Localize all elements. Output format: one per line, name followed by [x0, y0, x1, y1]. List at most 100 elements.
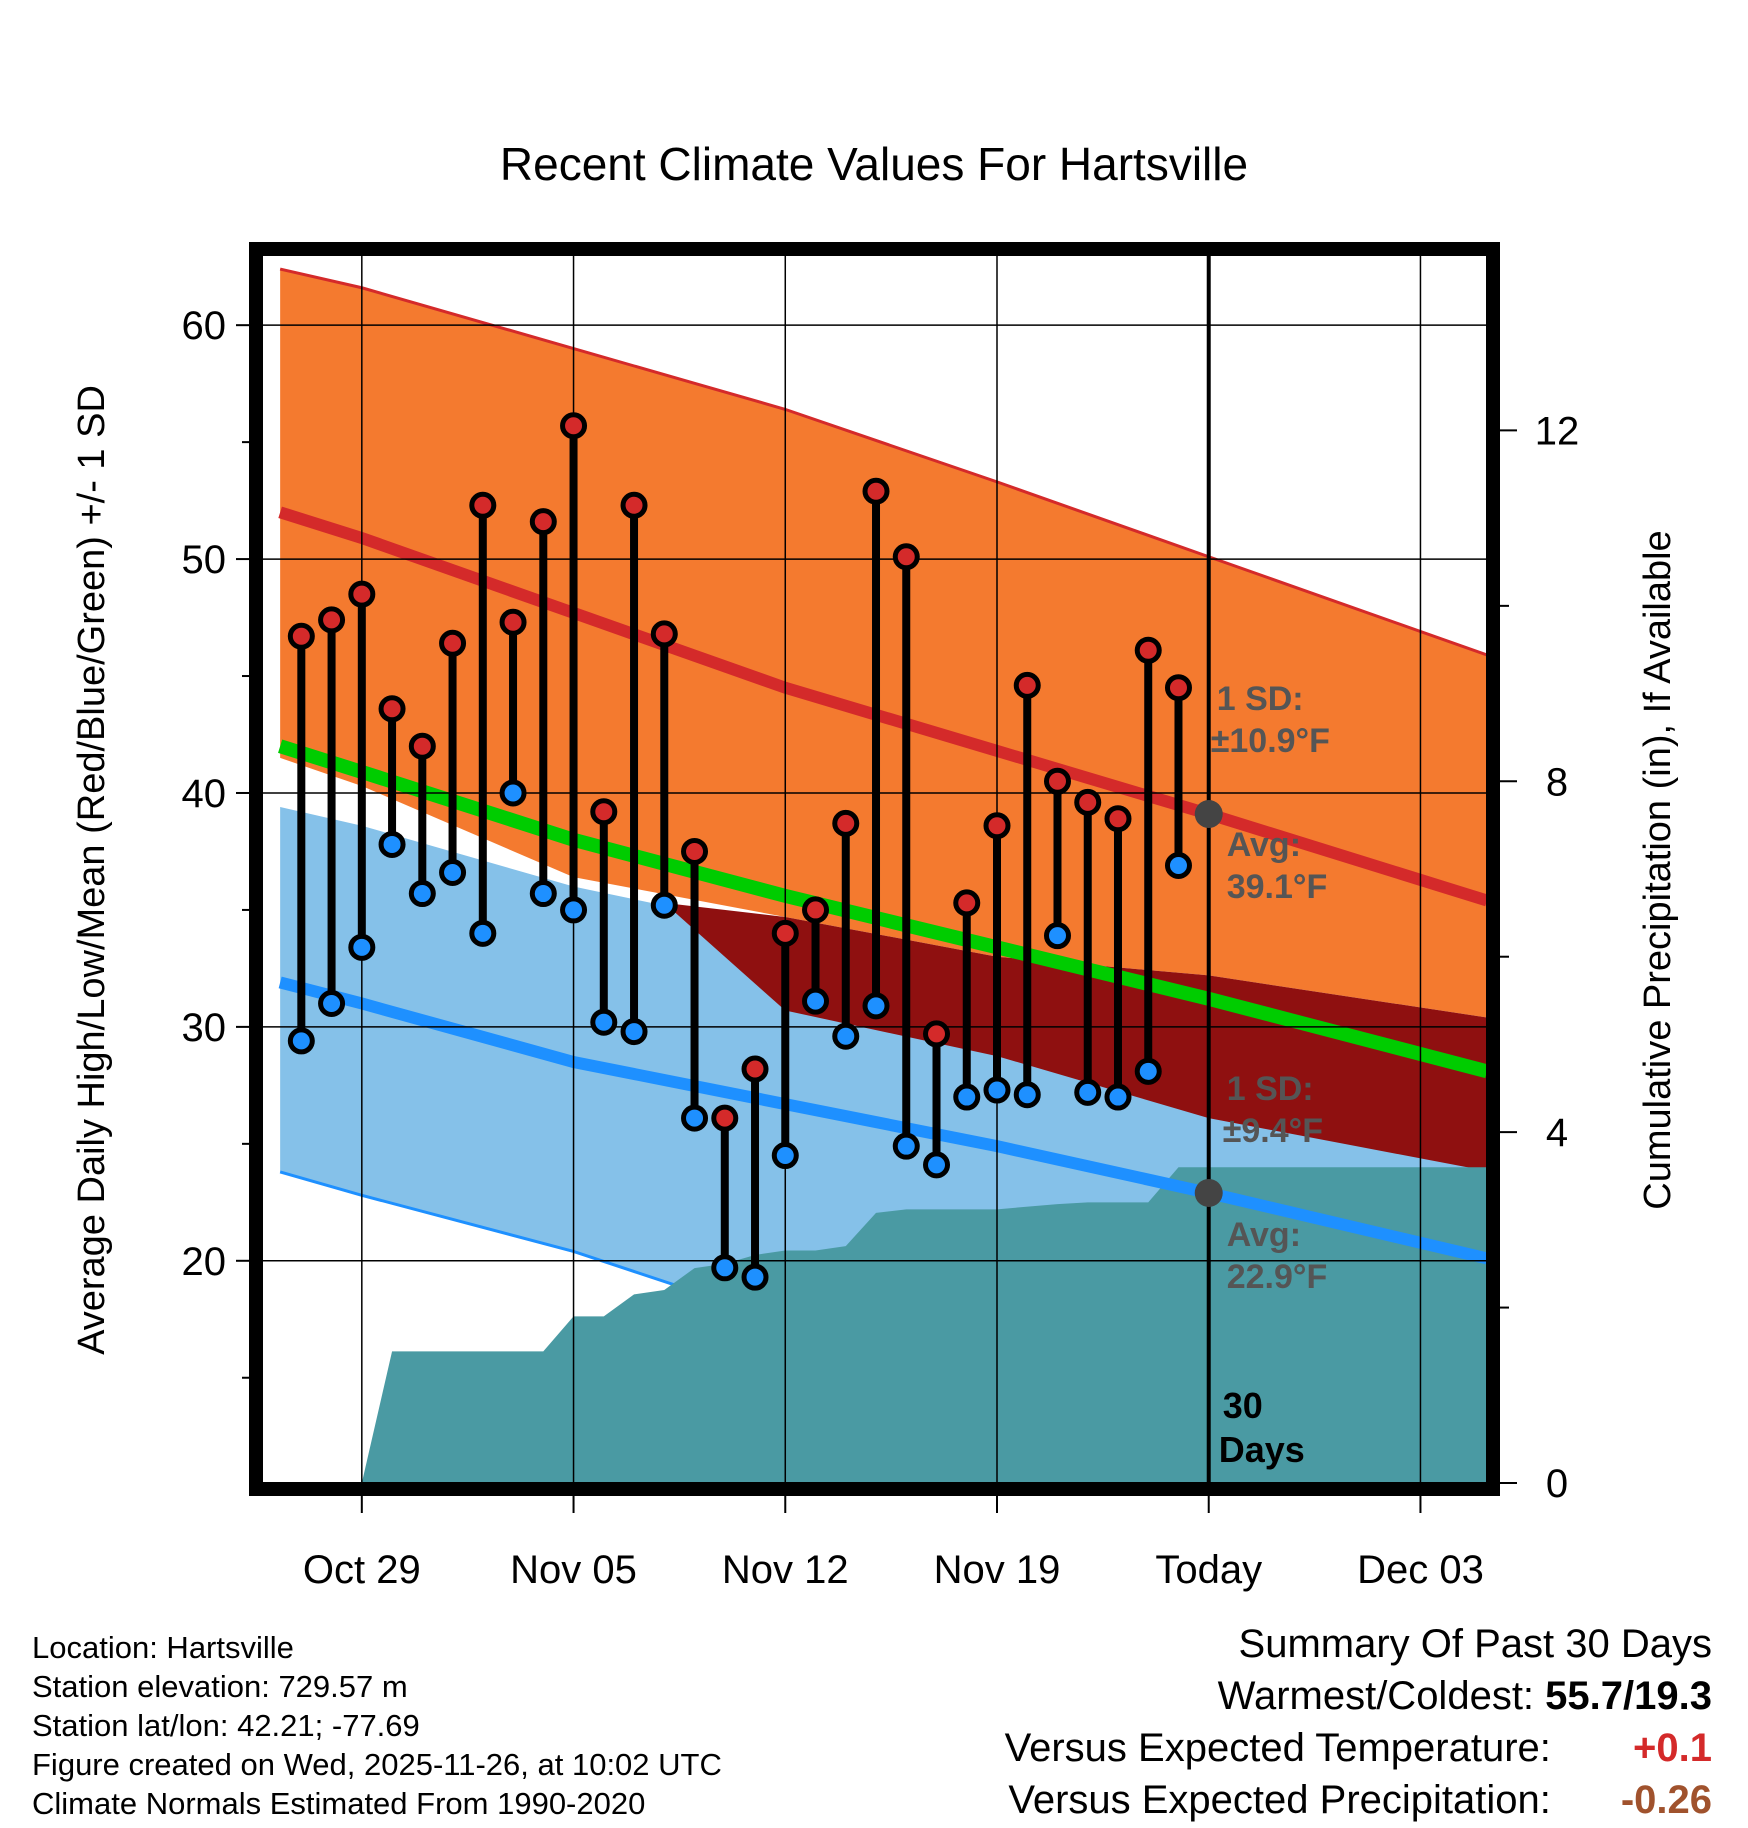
- temp-label: Versus Expected Temperature:: [1004, 1726, 1551, 1770]
- low-point: [1134, 1057, 1162, 1085]
- warmest-label: Warmest/Coldest:: [1217, 1674, 1535, 1718]
- high-point: [711, 1104, 739, 1132]
- days-text-label: Days: [1219, 1429, 1305, 1470]
- y2-tick-label: 4: [1546, 1111, 1568, 1155]
- low-point: [892, 1132, 920, 1160]
- high-point: [832, 809, 860, 837]
- low-point: [529, 880, 557, 908]
- high-point: [560, 412, 588, 440]
- plot-area: [262, 255, 1487, 1483]
- low-point: [348, 933, 376, 961]
- low-point: [620, 1018, 648, 1046]
- low-point: [287, 1027, 315, 1055]
- high-point: [378, 695, 406, 723]
- y-tick-label: 50: [182, 538, 227, 582]
- overlap-band: [664, 902, 1487, 1171]
- low-point: [923, 1151, 951, 1179]
- low-point: [469, 919, 497, 947]
- high-point: [439, 629, 467, 657]
- x-tick-label: Oct 29: [303, 1548, 421, 1592]
- low-avg-marker: [1194, 1178, 1223, 1207]
- normals-text: Climate Normals Estimated From 1990-2020: [32, 1786, 646, 1821]
- precip-label: Versus Expected Precipitation:: [1008, 1778, 1551, 1822]
- low-point: [862, 992, 890, 1020]
- climate-chart: 20 30 40 50 60 0 4 8 12 Oct 29 Nov 05 Nov 12 Nov 19 T…: [71, 138, 1679, 1600]
- summary-warmest-row: Warmest/Coldest: 55.7/19.3: [1005, 1670, 1712, 1722]
- summary-title: Summary Of Past 30 Days: [1238, 1622, 1712, 1666]
- y2-axis-label: Cumulative Precipitation (in), If Availa…: [1637, 530, 1679, 1209]
- chart-title: Recent Climate Values For Hartsville: [500, 138, 1248, 190]
- low-point: [1074, 1078, 1102, 1106]
- low-point: [378, 830, 406, 858]
- low-point: [681, 1104, 709, 1132]
- high-point: [287, 622, 315, 650]
- high-point: [1164, 674, 1192, 702]
- summary-temp-row: Versus Expected Temperature: +0.1: [1005, 1722, 1712, 1774]
- high-point: [892, 543, 920, 571]
- y2-tick-label: 8: [1546, 760, 1568, 804]
- y2-tick-label: 0: [1546, 1462, 1568, 1506]
- low-sd-label: 1 SD:: [1227, 1070, 1314, 1108]
- high-point: [620, 491, 648, 519]
- summary-panel: Summary Of Past 30 Days Warmest/Coldest:…: [1005, 1618, 1712, 1826]
- low-point: [560, 896, 588, 924]
- y-tick-label: 30: [182, 1006, 227, 1050]
- precip-value: -0.26: [1620, 1778, 1712, 1822]
- high-sd-band: [280, 269, 1487, 1018]
- low-sd-value: ±9.4°F: [1223, 1112, 1323, 1150]
- x-tick-label: Today: [1155, 1548, 1262, 1592]
- low-avg-label: Avg:: [1227, 1216, 1301, 1254]
- low-point: [650, 891, 678, 919]
- y-axis-label: Average Daily High/Low/Mean (Red/Blue/Gr…: [71, 385, 113, 1355]
- y-tick-label: 20: [182, 1240, 227, 1284]
- created-text: Figure created on Wed, 2025-11-26, at 10…: [32, 1747, 722, 1782]
- high-point: [469, 491, 497, 519]
- plot-frame: [249, 242, 1500, 1496]
- low-point: [1013, 1081, 1041, 1109]
- high-avg-label: Avg:: [1227, 826, 1301, 864]
- x-tick-label: Nov 19: [934, 1548, 1061, 1592]
- high-point: [1043, 767, 1071, 795]
- x-axis-label: Day: [840, 1599, 908, 1600]
- low-point: [711, 1254, 739, 1282]
- low-point: [802, 987, 830, 1015]
- high-point: [348, 580, 376, 608]
- high-point: [499, 608, 527, 636]
- location-text: Location: Hartsville: [32, 1630, 294, 1665]
- high-point: [923, 1020, 951, 1048]
- high-point: [862, 477, 890, 505]
- latlon-text: Station lat/lon: 42.21; -77.69: [32, 1708, 420, 1743]
- high-point: [408, 732, 436, 760]
- high-point: [741, 1055, 769, 1083]
- low-point: [590, 1008, 618, 1036]
- low-point: [439, 859, 467, 887]
- y-tick-label: 60: [182, 304, 227, 348]
- low-point: [408, 880, 436, 908]
- temp-value: +0.1: [1633, 1726, 1712, 1770]
- low-point: [953, 1083, 981, 1111]
- high-point: [802, 896, 830, 924]
- low-point: [318, 989, 346, 1017]
- y2-tick-label: 12: [1535, 409, 1580, 453]
- high-point: [771, 919, 799, 947]
- high-point: [953, 889, 981, 917]
- low-point: [832, 1022, 860, 1050]
- high-point: [1104, 805, 1132, 833]
- high-point: [590, 798, 618, 826]
- high-point: [650, 620, 678, 648]
- high-sd-label: 1 SD:: [1217, 680, 1304, 718]
- low-point: [499, 779, 527, 807]
- x-tick-label: Nov 05: [510, 1548, 637, 1592]
- high-point: [1074, 788, 1102, 816]
- high-sd-value: ±10.9°F: [1211, 722, 1330, 760]
- low-point: [983, 1076, 1011, 1104]
- low-point: [1104, 1083, 1132, 1111]
- low-point: [1164, 851, 1192, 879]
- precip-area: [361, 1167, 1487, 1483]
- x-tick-label: Nov 12: [722, 1548, 849, 1592]
- y-tick-label: 40: [182, 772, 227, 816]
- high-point: [529, 508, 557, 536]
- station-info: Location: Hartsville Station elevation: …: [32, 1628, 722, 1823]
- high-point: [318, 606, 346, 634]
- high-point: [681, 837, 709, 865]
